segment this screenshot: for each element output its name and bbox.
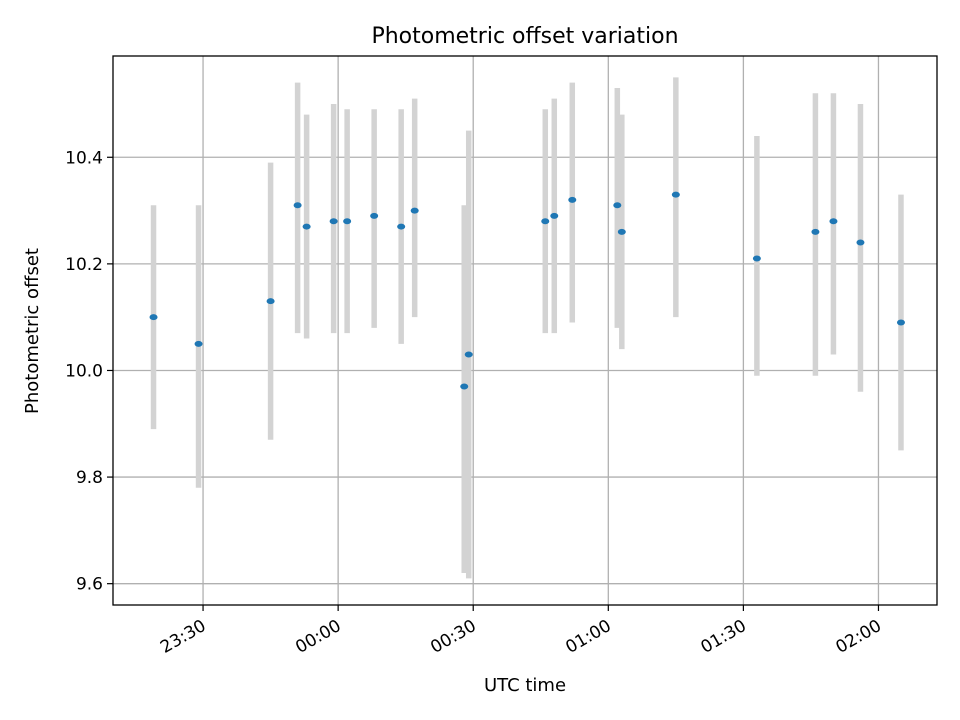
y-tick-label: 10.2 [65,255,103,275]
data-point [671,191,680,198]
plot-frame [112,55,938,606]
data-point [410,207,419,214]
y-axis-ticks: 9.6 9.8 10.0 10.2 10.4 [65,148,113,595]
data-point [464,351,473,358]
data-point [397,223,406,230]
data-points [149,191,905,390]
y-tick-label: 10.0 [65,361,103,381]
data-point [149,314,158,321]
data-point [856,239,865,246]
chart-title: Photometric offset variation [371,24,678,49]
data-point [266,298,275,305]
data-point [613,202,622,209]
data-point [617,228,626,235]
data-point [370,212,379,219]
data-point [568,196,577,203]
grid-lines [113,56,937,605]
y-axis-label: Photometric offset [22,248,43,414]
data-point [460,383,469,390]
data-point [194,340,203,347]
data-point [343,218,352,225]
data-point [829,218,838,225]
data-point [752,255,761,262]
data-point [329,218,338,225]
data-point [811,228,820,235]
y-tick-label: 9.8 [76,468,103,488]
data-point [302,223,311,230]
data-point [541,218,550,225]
x-axis-label: UTC time [484,675,566,696]
data-point [896,319,905,326]
y-tick-label: 9.6 [76,575,103,595]
data-point [293,202,302,209]
y-tick-label: 10.4 [65,148,103,168]
data-point [550,212,559,219]
